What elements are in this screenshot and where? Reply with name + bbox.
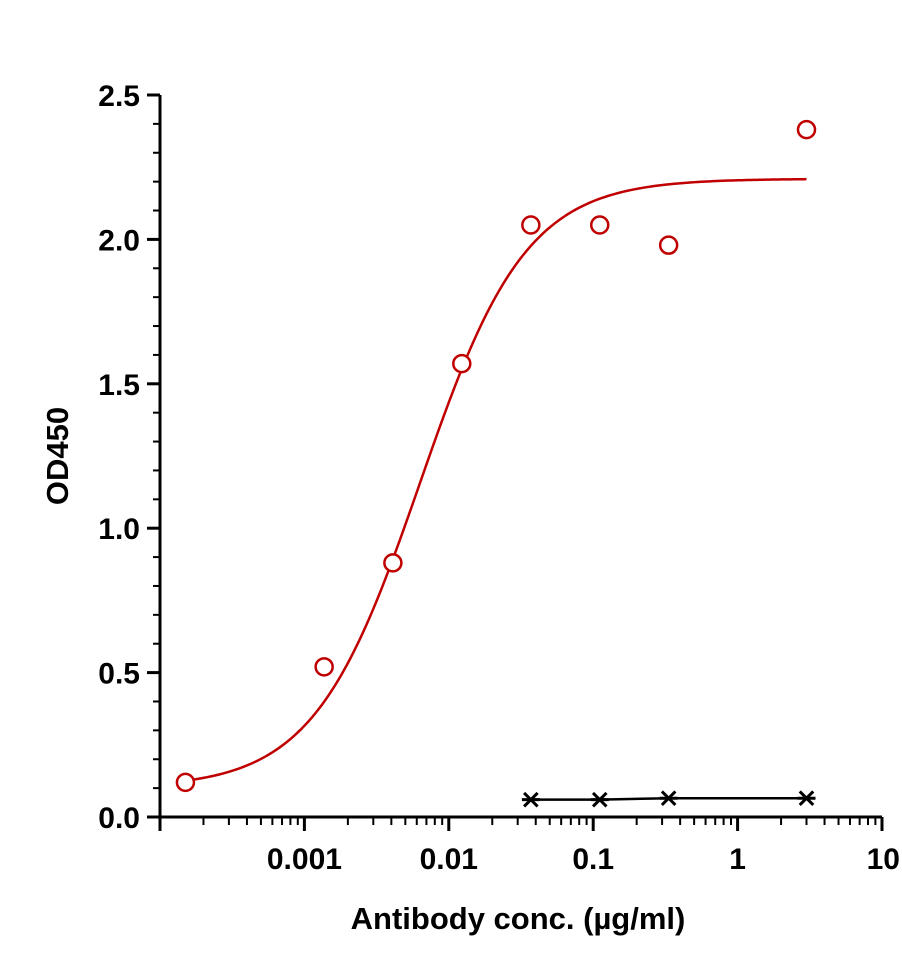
y-tick-label: 1.5 [98,369,140,402]
series-line [530,796,807,801]
y-tick-label: 0.5 [98,658,140,691]
data-point [659,790,678,807]
data-point [796,119,817,140]
series-0 [175,119,817,793]
x-tick-label: 0.1 [572,843,614,876]
data-point [589,215,610,235]
x-tick-label: 0.001 [267,843,342,876]
series-1 [521,790,816,808]
data-point [521,215,541,235]
data-point [797,790,816,807]
y-axis-title: OD450 [40,407,75,505]
data-point [314,657,334,677]
asterisk-stroke [591,791,608,808]
y-tick-label: 0.0 [98,802,140,835]
data-point [590,791,609,808]
y-tick-label: 2.0 [98,224,140,257]
x-tick-label: 10 [867,843,900,876]
data-point [521,791,540,808]
chart-series [175,119,817,808]
y-tick-label: 2.5 [98,80,140,113]
asterisk-stroke [660,790,677,807]
data-point [658,235,679,255]
chart-labels: 0.0 0.5 1.0 1.5 2.0 2.5 0.001 0.01 0.1 1 10 Antibod… [40,80,900,936]
asterisk-stroke [798,790,815,807]
data-point [383,553,403,573]
x-tick-label: 0.01 [420,843,478,876]
data-point [452,353,472,374]
fit-curve [185,177,807,783]
asterisk-stroke [523,791,539,808]
x-tick-label: 1 [729,843,746,876]
x-axis-title: Antibody conc. (µg/ml) [351,901,686,936]
chart-axes [147,93,884,831]
data-point [175,772,196,793]
y-tick-label: 1.0 [98,513,140,546]
